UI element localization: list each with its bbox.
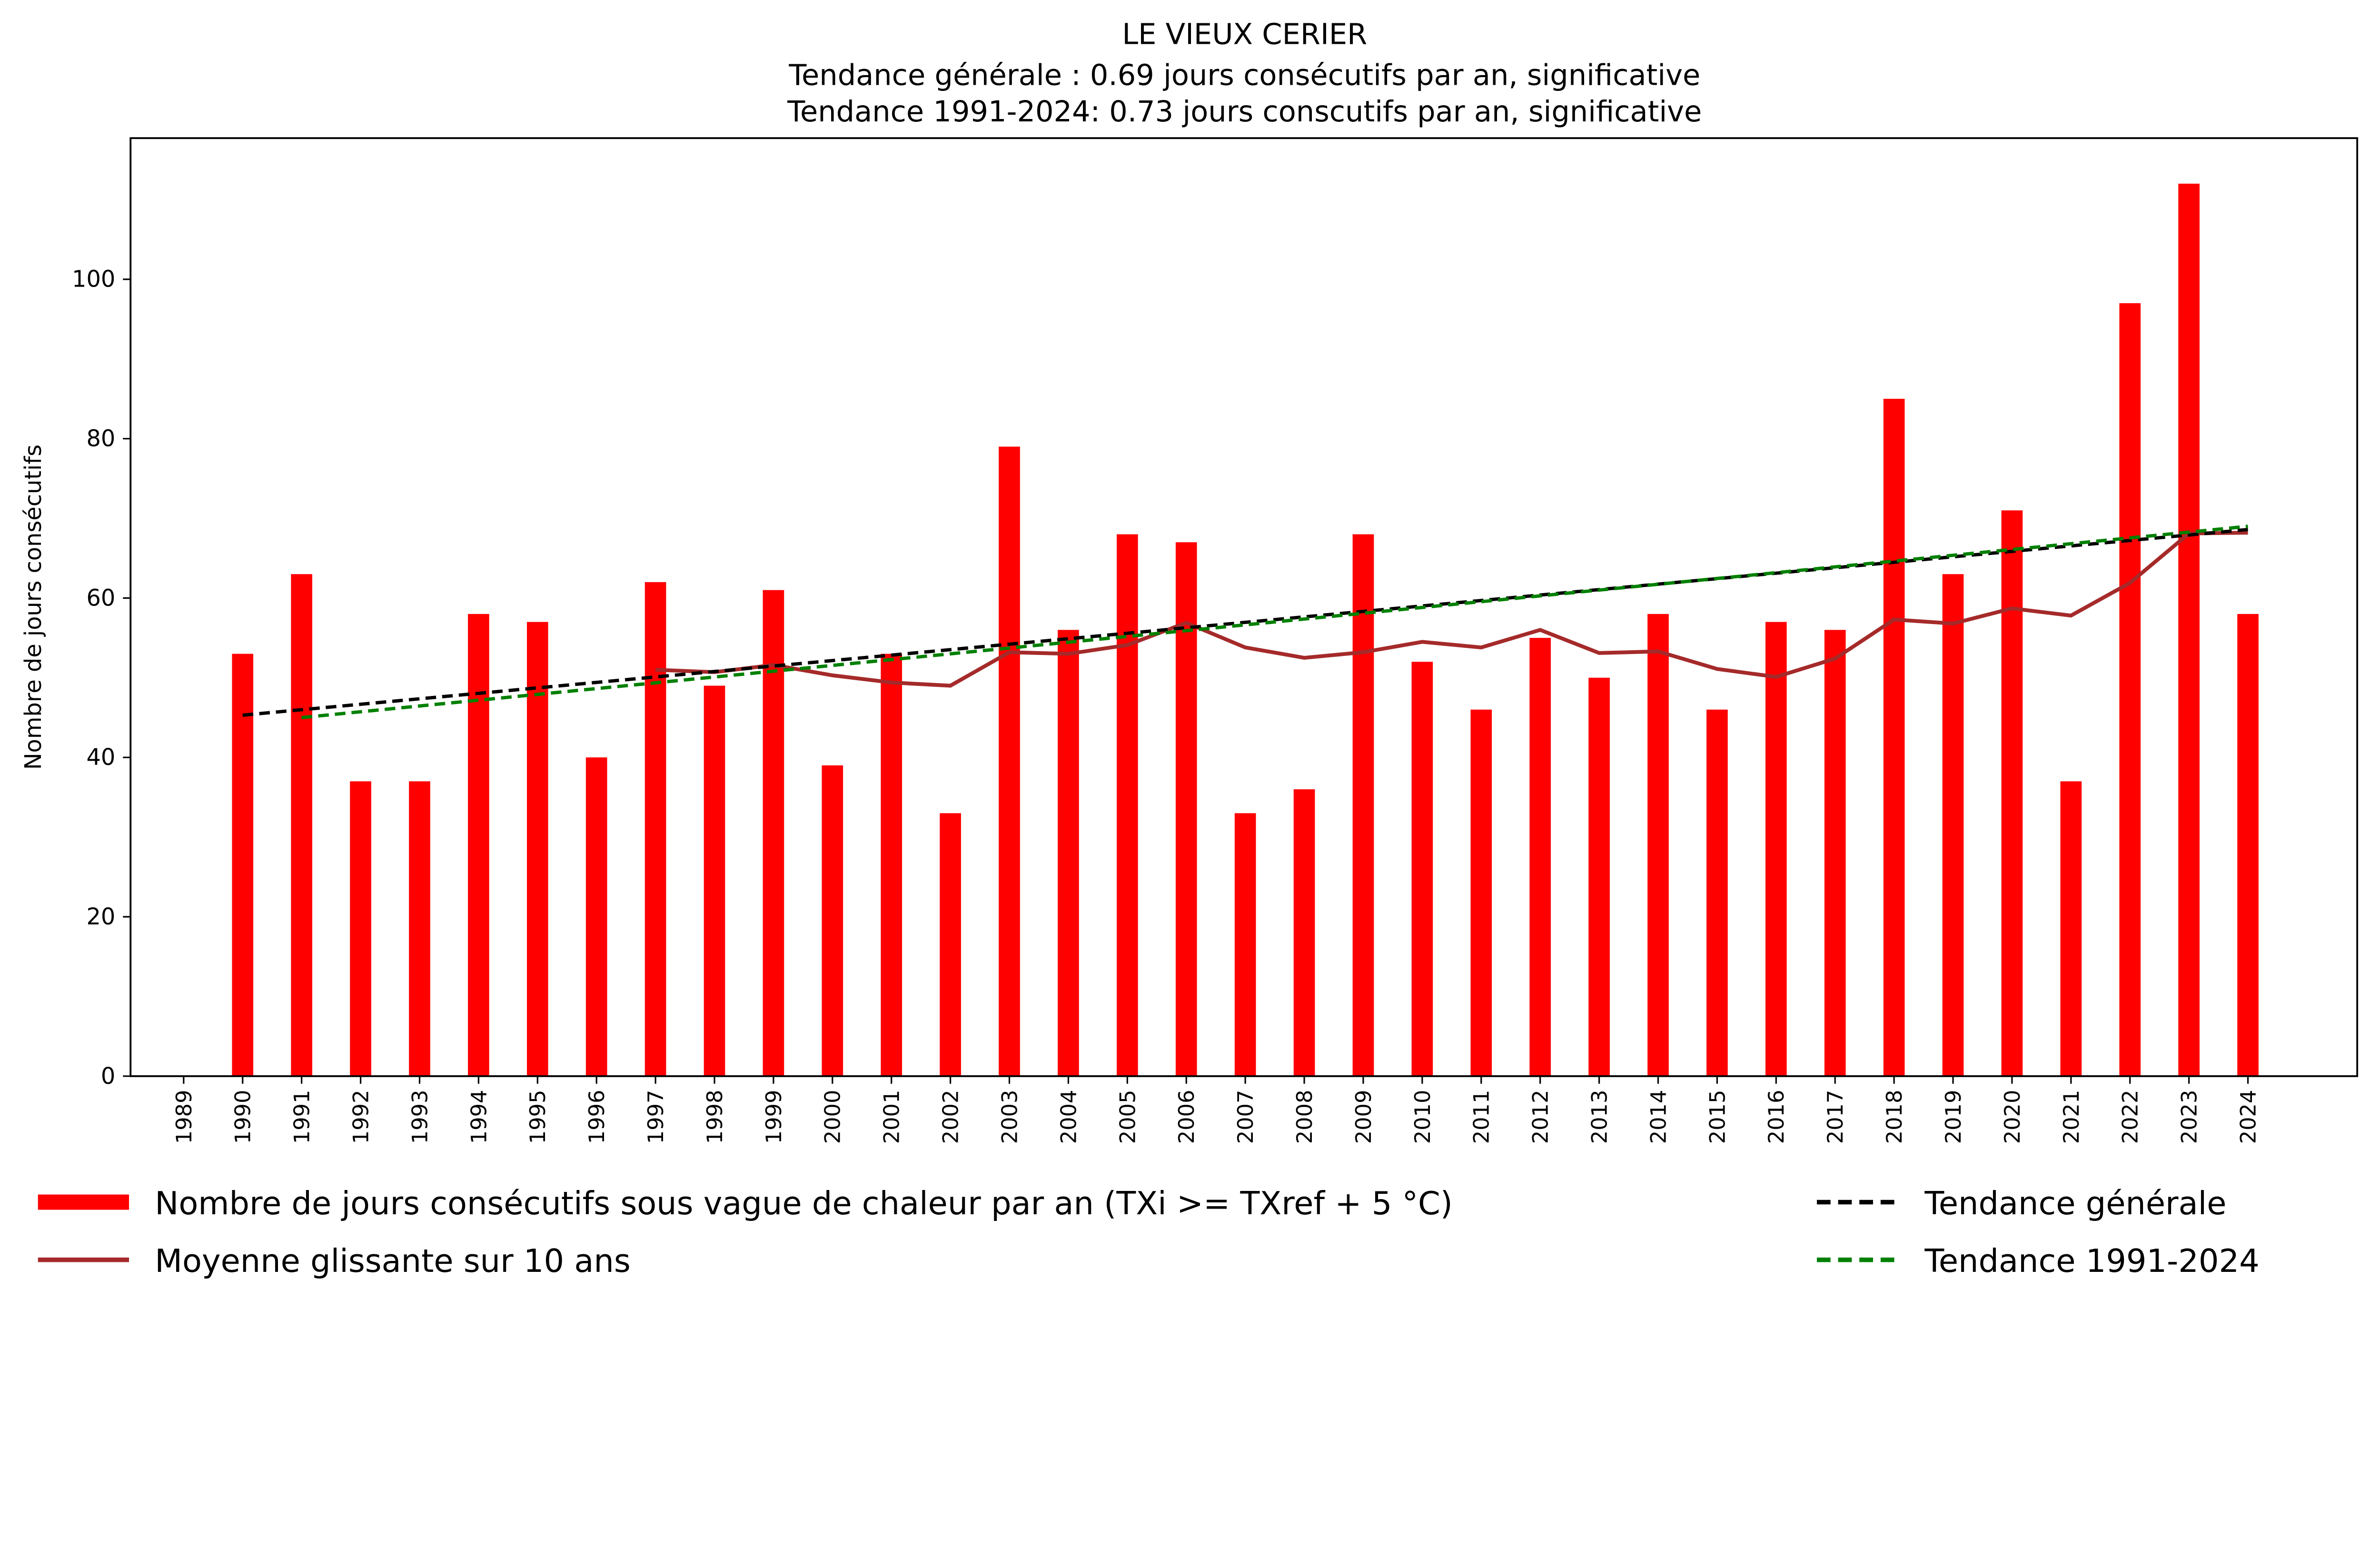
- x-tick-label: 2011: [1469, 1090, 1494, 1144]
- x-tick-label: 2023: [2177, 1090, 2202, 1144]
- bar-1994: [468, 614, 489, 1076]
- trend-1991-2024-line: [301, 525, 2248, 719]
- legend: Nombre de jours consécutifs sous vague d…: [38, 1185, 2260, 1279]
- x-tick-label: 2005: [1115, 1090, 1140, 1144]
- bar-1992: [350, 781, 371, 1076]
- x-tick-label: 1989: [172, 1090, 197, 1144]
- y-tick-label: 100: [72, 267, 115, 293]
- legend-label-trend-1991: Tendance 1991-2024: [1924, 1242, 2259, 1279]
- bar-2004: [1058, 630, 1079, 1076]
- x-tick-label: 1997: [644, 1090, 668, 1144]
- legend-label-bars: Nombre de jours consécutifs sous vague d…: [155, 1185, 1453, 1222]
- y-tick-label: 40: [86, 744, 115, 771]
- chart-subtitle-2: Tendance 1991-2024: 0.73 jours conscutif…: [787, 95, 1702, 129]
- chart-title: LE VIEUX CERIER: [1122, 18, 1367, 51]
- y-tick-label: 0: [101, 1063, 115, 1090]
- bar-2014: [1647, 614, 1669, 1076]
- bar-2010: [1411, 662, 1433, 1076]
- axis-ticks: 0 20 40 60 80 100 1989 1990 1991 1992 1993 1994 1995…: [72, 267, 2261, 1144]
- x-tick-label: 2000: [821, 1090, 845, 1144]
- x-tick-label: 2007: [1233, 1090, 1258, 1144]
- bar-1990: [232, 654, 254, 1076]
- bar-1999: [763, 590, 784, 1076]
- x-tick-label: 2017: [1823, 1090, 1848, 1144]
- x-tick-label: 2013: [1587, 1090, 1612, 1144]
- moving-average-line: [655, 531, 2248, 688]
- x-tick-label: 2009: [1351, 1090, 1376, 1144]
- x-tick-label: 1999: [762, 1090, 786, 1144]
- bar-2017: [1824, 630, 1846, 1076]
- x-tick-label: 2018: [1882, 1090, 1907, 1144]
- x-tick-label: 2002: [939, 1090, 963, 1144]
- chart: LE VIEUX CERIER Tendance générale : 0.69…: [20, 18, 2359, 1279]
- bar-2007: [1234, 813, 1256, 1076]
- x-tick-label: 1994: [466, 1090, 491, 1144]
- bar-2016: [1765, 622, 1787, 1076]
- x-tick-label: 2016: [1764, 1090, 1789, 1144]
- x-tick-label: 1996: [585, 1090, 609, 1144]
- x-tick-label: 2012: [1528, 1090, 1553, 1144]
- bar-2013: [1588, 677, 1610, 1076]
- bar-2022: [2119, 303, 2141, 1076]
- x-tick-label: 2006: [1174, 1090, 1199, 1144]
- bar-2019: [1942, 574, 1964, 1076]
- bar-2008: [1293, 789, 1315, 1076]
- bar-2018: [1883, 398, 1905, 1076]
- x-tick-label: 1995: [526, 1090, 550, 1144]
- bar-1997: [645, 582, 666, 1076]
- legend-label-general-trend: Tendance générale: [1924, 1185, 2226, 1222]
- bar-2003: [999, 446, 1020, 1076]
- bar-2002: [940, 813, 961, 1076]
- x-tick-label: 2003: [997, 1090, 1022, 1144]
- bar-2021: [2060, 781, 2082, 1076]
- x-tick-label: 2019: [1941, 1090, 1966, 1144]
- x-tick-label: 2004: [1056, 1090, 1081, 1144]
- x-tick-label: 2024: [2236, 1090, 2261, 1144]
- x-tick-label: 1992: [349, 1090, 374, 1144]
- bar-2005: [1117, 534, 1138, 1076]
- x-tick-label: 2001: [880, 1090, 904, 1144]
- x-tick-label: 2014: [1646, 1090, 1671, 1144]
- x-tick-label: 2008: [1292, 1090, 1317, 1144]
- y-tick-label: 60: [86, 585, 115, 611]
- chart-subtitle-1: Tendance générale : 0.69 jours consécuti…: [788, 59, 1700, 92]
- plot-frame: [129, 137, 2359, 1077]
- legend-label-moving-average: Moyenne glissante sur 10 ans: [155, 1242, 631, 1279]
- y-tick-label: 20: [86, 904, 115, 930]
- bar-2015: [1706, 709, 1728, 1076]
- bar-2020: [2001, 510, 2023, 1076]
- bar-2001: [881, 654, 902, 1076]
- plot-area: [232, 183, 2259, 1076]
- y-tick-label: 80: [86, 426, 115, 452]
- y-axis-label: Nombre de jours consécutifs: [20, 445, 47, 770]
- bar-2011: [1470, 709, 1492, 1076]
- bar-2009: [1352, 534, 1374, 1076]
- x-tick-label: 2021: [2059, 1090, 2084, 1144]
- x-tick-label: 1993: [407, 1090, 432, 1144]
- x-tick-label: 2022: [2118, 1090, 2143, 1144]
- x-tick-label: 2010: [1410, 1090, 1435, 1144]
- bar-2024: [2237, 614, 2259, 1076]
- bar-2000: [822, 765, 843, 1076]
- x-tick-label: 2020: [2000, 1090, 2025, 1144]
- bar-2023: [2178, 183, 2200, 1076]
- x-tick-label: 1991: [290, 1090, 315, 1144]
- x-tick-label: 1998: [703, 1090, 727, 1144]
- bar-1998: [704, 685, 725, 1076]
- x-tick-label: 1990: [231, 1090, 256, 1144]
- bar-1996: [585, 757, 607, 1076]
- bar-2012: [1529, 638, 1551, 1076]
- bar-1993: [409, 781, 430, 1076]
- x-tick-label: 2015: [1705, 1090, 1730, 1144]
- bar-1995: [526, 622, 548, 1076]
- bar-1991: [291, 574, 312, 1076]
